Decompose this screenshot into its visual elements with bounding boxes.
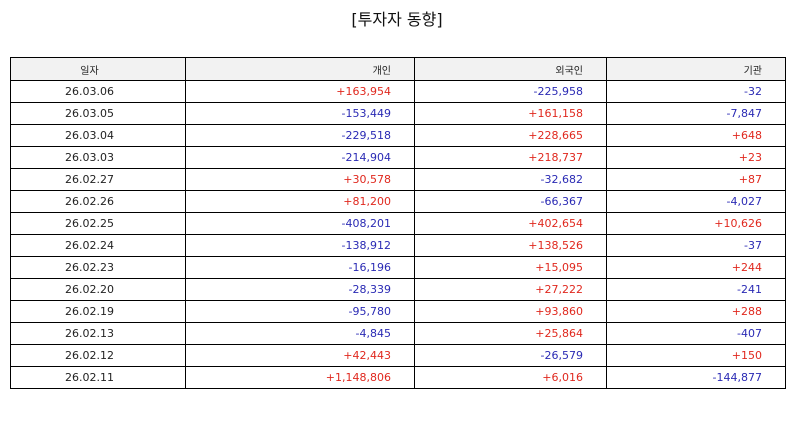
cell-institution: -407 [606, 322, 786, 345]
cell-foreign: +25,864 [414, 322, 607, 345]
cell-institution: +87 [606, 168, 786, 191]
table-row: 26.02.27 +30,578 -32,682 +87 [10, 168, 786, 191]
cell-individual: -16,196 [185, 256, 415, 279]
cell-foreign: +161,158 [414, 102, 607, 125]
cell-date: 26.03.06 [10, 80, 186, 103]
cell-date: 26.03.05 [10, 102, 186, 125]
cell-institution: -241 [606, 278, 786, 301]
cell-date: 26.02.11 [10, 366, 186, 389]
table-row: 26.02.24 -138,912 +138,526 -37 [10, 234, 786, 257]
cell-date: 26.02.27 [10, 168, 186, 191]
cell-date: 26.02.23 [10, 256, 186, 279]
table-row: 26.02.19 -95,780 +93,860 +288 [10, 300, 786, 323]
cell-foreign: -225,958 [414, 80, 607, 103]
cell-institution: -32 [606, 80, 786, 103]
cell-institution: +150 [606, 344, 786, 367]
cell-foreign: +228,665 [414, 124, 607, 147]
cell-institution: +244 [606, 256, 786, 279]
cell-individual: -138,912 [185, 234, 415, 257]
cell-individual: +163,954 [185, 80, 415, 103]
cell-foreign: +27,222 [414, 278, 607, 301]
cell-individual: +42,443 [185, 344, 415, 367]
cell-individual: +30,578 [185, 168, 415, 191]
table-row: 26.02.13 -4,845 +25,864 -407 [10, 322, 786, 345]
column-header-date: 일자 [10, 57, 186, 81]
cell-foreign: +402,654 [414, 212, 607, 235]
cell-date: 26.02.24 [10, 234, 186, 257]
cell-institution: +10,626 [606, 212, 786, 235]
header-row: 일자 개인 외국인 기관 [10, 57, 786, 81]
cell-foreign: -66,367 [414, 190, 607, 213]
table-row: 26.03.05 -153,449 +161,158 -7,847 [10, 102, 786, 125]
table-row: 26.02.20 -28,339 +27,222 -241 [10, 278, 786, 301]
cell-foreign: -26,579 [414, 344, 607, 367]
cell-institution: +288 [606, 300, 786, 323]
cell-individual: -214,904 [185, 146, 415, 169]
column-header-foreign: 외국인 [414, 57, 607, 81]
cell-individual: -229,518 [185, 124, 415, 147]
cell-date: 26.02.26 [10, 190, 186, 213]
cell-foreign: +15,095 [414, 256, 607, 279]
cell-individual: -408,201 [185, 212, 415, 235]
cell-individual: -4,845 [185, 322, 415, 345]
investor-trend-table: 일자 개인 외국인 기관 26.03.06 +163,954 -225,958 -32… [10, 57, 786, 389]
cell-individual: +81,200 [185, 190, 415, 213]
cell-date: 26.02.12 [10, 344, 186, 367]
cell-date: 26.02.25 [10, 212, 186, 235]
cell-date: 26.03.03 [10, 146, 186, 169]
cell-institution: -37 [606, 234, 786, 257]
table-row: 26.02.11 +1,148,806 +6,016 -144,877 [10, 366, 786, 389]
cell-foreign: +138,526 [414, 234, 607, 257]
table-row: 26.03.04 -229,518 +228,665 +648 [10, 124, 786, 147]
cell-individual: +1,148,806 [185, 366, 415, 389]
cell-individual: -28,339 [185, 278, 415, 301]
cell-institution: +23 [606, 146, 786, 169]
table-row: 26.02.12 +42,443 -26,579 +150 [10, 344, 786, 367]
cell-foreign: +6,016 [414, 366, 607, 389]
cell-institution: +648 [606, 124, 786, 147]
cell-date: 26.02.20 [10, 278, 186, 301]
column-header-individual: 개인 [185, 57, 415, 81]
cell-foreign: +93,860 [414, 300, 607, 323]
column-header-institution: 기관 [606, 57, 786, 81]
cell-institution: -7,847 [606, 102, 786, 125]
cell-institution: -144,877 [606, 366, 786, 389]
cell-date: 26.03.04 [10, 124, 186, 147]
table-row: 26.03.03 -214,904 +218,737 +23 [10, 146, 786, 169]
cell-individual: -95,780 [185, 300, 415, 323]
cell-foreign: -32,682 [414, 168, 607, 191]
page-title: [투자자 동향] [351, 10, 443, 29]
cell-individual: -153,449 [185, 102, 415, 125]
table-row: 26.02.23 -16,196 +15,095 +244 [10, 256, 786, 279]
cell-institution: -4,027 [606, 190, 786, 213]
cell-date: 26.02.19 [10, 300, 186, 323]
table-row: 26.02.26 +81,200 -66,367 -4,027 [10, 190, 786, 213]
cell-date: 26.02.13 [10, 322, 186, 345]
cell-foreign: +218,737 [414, 146, 607, 169]
table-row: 26.03.06 +163,954 -225,958 -32 [10, 80, 786, 103]
table-row: 26.02.25 -408,201 +402,654 +10,626 [10, 212, 786, 235]
